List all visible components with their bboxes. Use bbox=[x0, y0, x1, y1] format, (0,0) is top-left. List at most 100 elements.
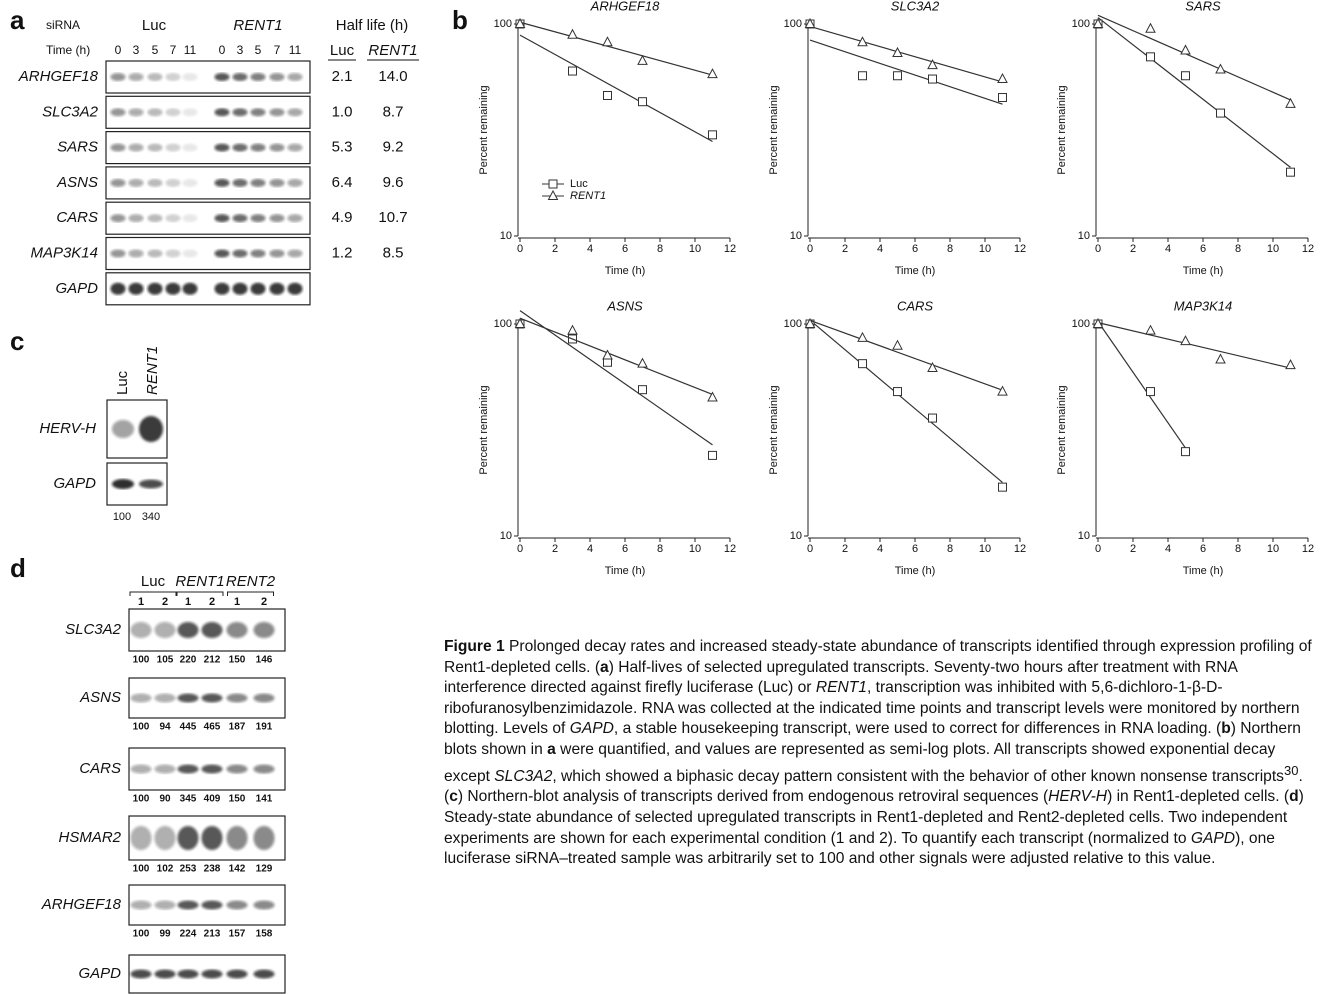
half-life-value: 14.0 bbox=[378, 68, 407, 85]
x-tick-label: 10 bbox=[689, 243, 701, 255]
panel-label: a bbox=[10, 5, 25, 35]
blot-band bbox=[166, 283, 181, 295]
data-point bbox=[1181, 45, 1190, 54]
page: { "panel_a":{"label":"a","sirna_label":"… bbox=[0, 0, 1322, 994]
half-life-value: 6.4 bbox=[332, 174, 353, 191]
band-value: 100 bbox=[133, 722, 150, 733]
chart-title: ARHGEF18 bbox=[590, 0, 660, 13]
band-value: 90 bbox=[159, 794, 171, 805]
blot-band bbox=[233, 144, 248, 152]
blot-band bbox=[129, 108, 144, 116]
fit-line bbox=[520, 318, 713, 394]
blot-band bbox=[251, 214, 266, 222]
band-value: 102 bbox=[157, 864, 174, 875]
group-label: RENT1 bbox=[233, 17, 282, 34]
data-point bbox=[1146, 326, 1155, 335]
gene-label: GAPD bbox=[55, 280, 98, 297]
caption-run: b bbox=[1221, 720, 1231, 737]
blot-band bbox=[183, 144, 198, 152]
blot-band bbox=[233, 73, 248, 81]
band-value: 445 bbox=[180, 722, 197, 733]
blot-band bbox=[227, 765, 248, 774]
x-tick-label: 8 bbox=[1235, 543, 1241, 555]
gene-label: CARS bbox=[79, 760, 121, 777]
replicate-label: 2 bbox=[209, 596, 215, 608]
data-point bbox=[1286, 99, 1295, 108]
data-point bbox=[1147, 388, 1155, 396]
legend-label: Luc bbox=[570, 178, 588, 190]
caption-run: ) in Rent1-depleted cells. ( bbox=[1107, 788, 1289, 805]
blot-band bbox=[288, 179, 303, 187]
half-life-value: 10.7 bbox=[378, 209, 407, 226]
gene-label: SLC3A2 bbox=[42, 103, 99, 120]
data-point bbox=[858, 37, 867, 46]
blot-band bbox=[215, 283, 230, 295]
half-life-value: 2.1 bbox=[332, 68, 353, 85]
fit-line bbox=[1098, 323, 1291, 368]
blot-band bbox=[131, 765, 152, 774]
data-point bbox=[894, 72, 902, 80]
caption-run: ) Northern-blot analysis of transcripts … bbox=[458, 788, 1048, 805]
fit-line bbox=[810, 40, 1003, 104]
blot-band bbox=[254, 694, 275, 703]
band-value: 191 bbox=[256, 722, 273, 733]
blot-band bbox=[215, 214, 230, 222]
data-point bbox=[859, 360, 867, 368]
blot-band bbox=[227, 970, 248, 979]
blot-band bbox=[183, 73, 198, 81]
gene-label: GAPD bbox=[78, 965, 121, 982]
y-tick-label: 100 bbox=[494, 318, 512, 330]
data-point bbox=[603, 37, 612, 46]
caption-run: GAPD bbox=[570, 720, 614, 737]
band-value: 99 bbox=[159, 929, 171, 940]
band-value: 100 bbox=[133, 655, 150, 666]
blot-band bbox=[254, 970, 275, 979]
data-point bbox=[893, 341, 902, 350]
blot-band bbox=[178, 901, 199, 910]
band-value: 213 bbox=[204, 929, 221, 940]
data-point bbox=[999, 483, 1007, 491]
half-life-value: 1.2 bbox=[332, 244, 353, 261]
x-tick-label: 4 bbox=[587, 243, 593, 255]
replicate-label: 2 bbox=[261, 596, 267, 608]
x-tick-label: 6 bbox=[912, 543, 918, 555]
data-point bbox=[858, 333, 867, 342]
band-value: 105 bbox=[157, 655, 174, 666]
blot-band bbox=[111, 283, 126, 295]
chart-title: ASNS bbox=[606, 298, 643, 313]
blot-band bbox=[148, 144, 163, 152]
x-tick-label: 0 bbox=[1095, 243, 1101, 255]
band-value: 100 bbox=[133, 864, 150, 875]
data-point bbox=[1146, 24, 1155, 33]
x-tick-label: 2 bbox=[552, 543, 558, 555]
x-tick-label: 0 bbox=[517, 543, 523, 555]
half-life-value: 9.6 bbox=[383, 174, 404, 191]
blot-band bbox=[155, 901, 176, 910]
half-life-value: 8.5 bbox=[383, 244, 404, 261]
blot-band bbox=[166, 108, 181, 116]
x-tick-label: 2 bbox=[842, 243, 848, 255]
x-tick-label: 4 bbox=[1165, 243, 1171, 255]
data-point bbox=[859, 72, 867, 80]
gene-label: GAPD bbox=[53, 475, 96, 492]
band-value: 150 bbox=[229, 655, 246, 666]
time-label: Time (h) bbox=[46, 43, 90, 57]
data-point bbox=[639, 386, 647, 394]
y-axis-label: Percent remaining bbox=[478, 85, 490, 174]
band-value: 146 bbox=[256, 655, 273, 666]
half-life-value: 9.2 bbox=[383, 139, 404, 156]
half-life-column: RENT1 bbox=[368, 42, 417, 59]
x-tick-label: 10 bbox=[1267, 543, 1279, 555]
band-value: 220 bbox=[180, 655, 197, 666]
x-tick-label: 12 bbox=[1302, 243, 1314, 255]
y-tick-label: 100 bbox=[784, 318, 802, 330]
blot-band bbox=[148, 179, 163, 187]
y-tick-label: 10 bbox=[500, 230, 512, 242]
blot-band bbox=[166, 73, 181, 81]
gene-label: ASNS bbox=[56, 174, 98, 191]
caption-run: , which showed a biphasic decay pattern … bbox=[552, 768, 1284, 785]
y-axis-label: Percent remaining bbox=[1056, 85, 1068, 174]
data-point bbox=[569, 67, 577, 75]
blot-band bbox=[111, 108, 126, 116]
group-bracket bbox=[130, 592, 176, 596]
